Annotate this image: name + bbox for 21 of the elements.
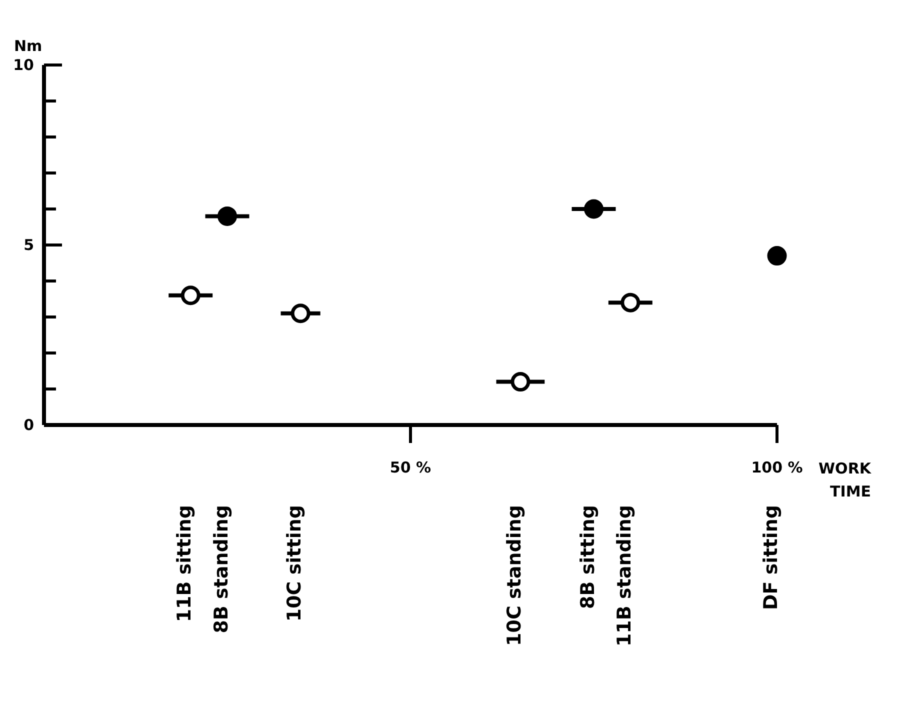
text: 8B standing (210, 505, 232, 634)
text: 11B sitting (174, 505, 196, 622)
text: 10C sitting (284, 505, 306, 622)
text: 11B standing (613, 505, 636, 647)
point (767, 246, 787, 266)
point (620, 292, 640, 312)
y-axis-title: Nm (14, 37, 42, 55)
text: 8B sitting (576, 505, 599, 609)
text: DF sitting (760, 505, 782, 610)
point (180, 286, 200, 306)
x-axis-title: WORK TIME (818, 459, 872, 500)
y-tick-label: 5 (24, 236, 34, 254)
point (218, 206, 237, 226)
y-tick-label: 0 (24, 416, 34, 434)
point (584, 199, 604, 219)
point (510, 372, 530, 392)
x-tick-label: 100 % (751, 458, 803, 477)
text: 10C standing (503, 505, 526, 646)
x-tick-label: 50 % (390, 458, 432, 477)
point (290, 304, 310, 324)
y-tick-label: 10 (13, 56, 34, 74)
